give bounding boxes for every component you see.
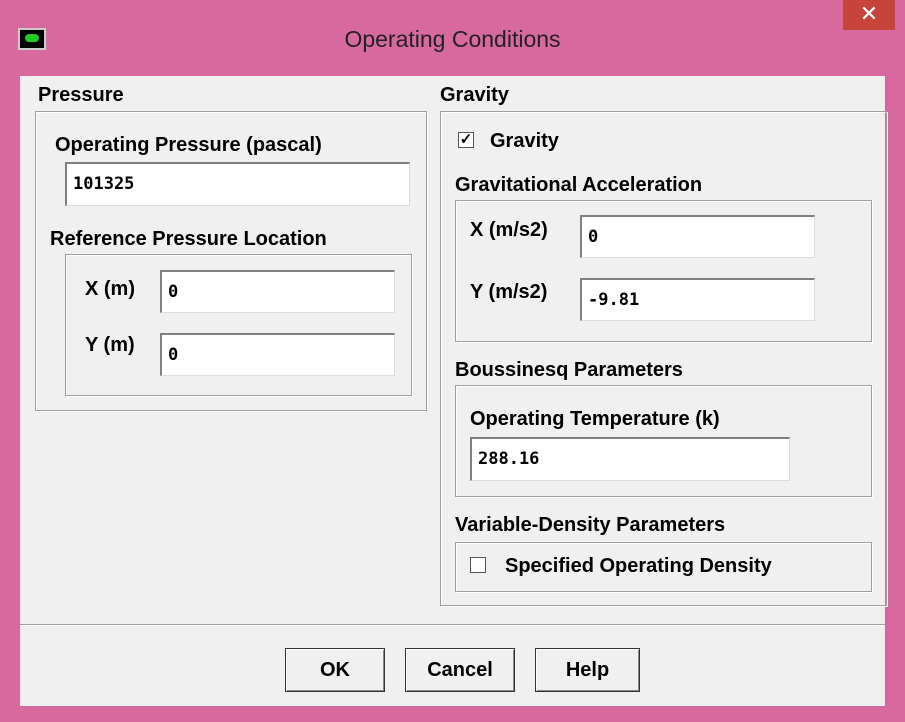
group-box — [455, 542, 872, 592]
text-input[interactable]: 0 — [580, 215, 815, 258]
text-input[interactable]: 288.16 — [470, 437, 790, 481]
group-box — [35, 111, 427, 411]
field-label: Y (m) — [85, 334, 135, 356]
window-title: Operating Conditions — [344, 26, 561, 52]
group-box — [455, 200, 872, 342]
text-input[interactable]: 0 — [160, 333, 395, 376]
help-button[interactable]: Help — [535, 648, 640, 692]
field-label: Operating Pressure (pascal) — [55, 134, 322, 156]
app-icon — [18, 28, 46, 50]
section-label: Pressure — [38, 84, 124, 106]
text-input[interactable]: 0 — [160, 270, 395, 313]
group-box — [455, 385, 872, 497]
checkbox-label: Gravity — [490, 130, 559, 152]
icon-detail — [25, 34, 39, 42]
text-input[interactable]: -9.81 — [580, 278, 815, 321]
checkbox-label: Specified Operating Density — [505, 555, 772, 577]
cancel-button[interactable]: Cancel — [405, 648, 515, 692]
text-input[interactable]: 101325 — [65, 162, 410, 206]
checkbox[interactable]: ✓ — [458, 131, 474, 148]
group-box — [65, 254, 412, 396]
group-box — [440, 111, 887, 606]
separator — [20, 624, 885, 626]
group-label: Reference Pressure Location — [50, 228, 327, 250]
group-label: Gravitational Acceleration — [455, 174, 703, 196]
group-label: Boussinesq Parameters — [455, 359, 683, 381]
field-label: X (m/s2) — [470, 219, 548, 241]
close-button[interactable]: ✕ — [843, 0, 895, 30]
group-label: Variable-Density Parameters — [455, 514, 726, 536]
checkbox[interactable] — [470, 557, 486, 573]
client-area: Pressure Operating Pressure (pascal) 101… — [20, 76, 887, 706]
field-label: X (m) — [85, 278, 135, 300]
field-label: Operating Temperature (k) — [470, 408, 720, 430]
ok-button[interactable]: OK — [285, 648, 385, 692]
section-label: Gravity — [440, 84, 509, 106]
field-label: Y (m/s2) — [470, 281, 548, 303]
